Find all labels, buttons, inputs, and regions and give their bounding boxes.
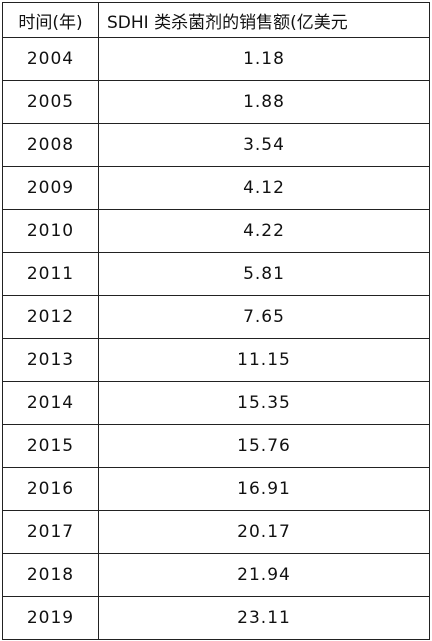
sales-cell: 16.91 [98,467,430,511]
year-cell: 2013 [2,338,99,382]
table-row: 2013 11.15 [2,338,430,382]
header-row: 时间(年) SDHI 类杀菌剂的销售额(亿美元 [2,2,430,38]
year-cell: 2008 [2,123,99,167]
year-cell: 2014 [2,381,99,425]
table-row: 2004 1.18 [2,37,430,81]
sales-cell: 4.22 [98,209,430,253]
sales-cell: 21.94 [98,553,430,597]
sales-cell: 5.81 [98,252,430,296]
table-row: 2009 4.12 [2,166,430,210]
sales-cell: 3.54 [98,123,430,167]
year-cell: 2011 [2,252,99,296]
header-cell: 时间(年) [2,2,99,38]
table-row: 2011 5.81 [2,252,430,296]
sales-cell: 15.76 [98,424,430,468]
year-cell: 2016 [2,467,99,511]
table-row: 2016 16.91 [2,467,430,511]
year-cell: 2004 [2,37,99,81]
year-cell: 2019 [2,596,99,640]
table-row: 2008 3.54 [2,123,430,167]
table-row: 2012 7.65 [2,295,430,339]
header-cell: SDHI 类杀菌剂的销售额(亿美元 [98,2,430,38]
table-row: 2017 20.17 [2,510,430,554]
sales-cell: 23.11 [98,596,430,640]
year-cell: 2009 [2,166,99,210]
table-row: 2010 4.22 [2,209,430,253]
sales-cell: 4.12 [98,166,430,210]
table-row: 2015 15.76 [2,424,430,468]
sales-cell: 15.35 [98,381,430,425]
year-cell: 2012 [2,295,99,339]
sales-cell: 11.15 [98,338,430,382]
sales-cell: 1.88 [98,80,430,124]
table-row: 2019 23.11 [2,596,430,640]
table-row: 2018 21.94 [2,553,430,597]
table-body: 2004 1.18 2005 1.88 2008 3.54 2009 4.12 2010 4.22… [2,37,430,640]
year-cell: 2015 [2,424,99,468]
year-cell: 2010 [2,209,99,253]
year-cell: 2018 [2,553,99,597]
year-cell: 2017 [2,510,99,554]
sales-cell: 7.65 [98,295,430,339]
sales-cell: 20.17 [98,510,430,554]
year-cell: 2005 [2,80,99,124]
table-row: 2014 15.35 [2,381,430,425]
sales-cell: 1.18 [98,37,430,81]
table-row: 2005 1.88 [2,80,430,124]
